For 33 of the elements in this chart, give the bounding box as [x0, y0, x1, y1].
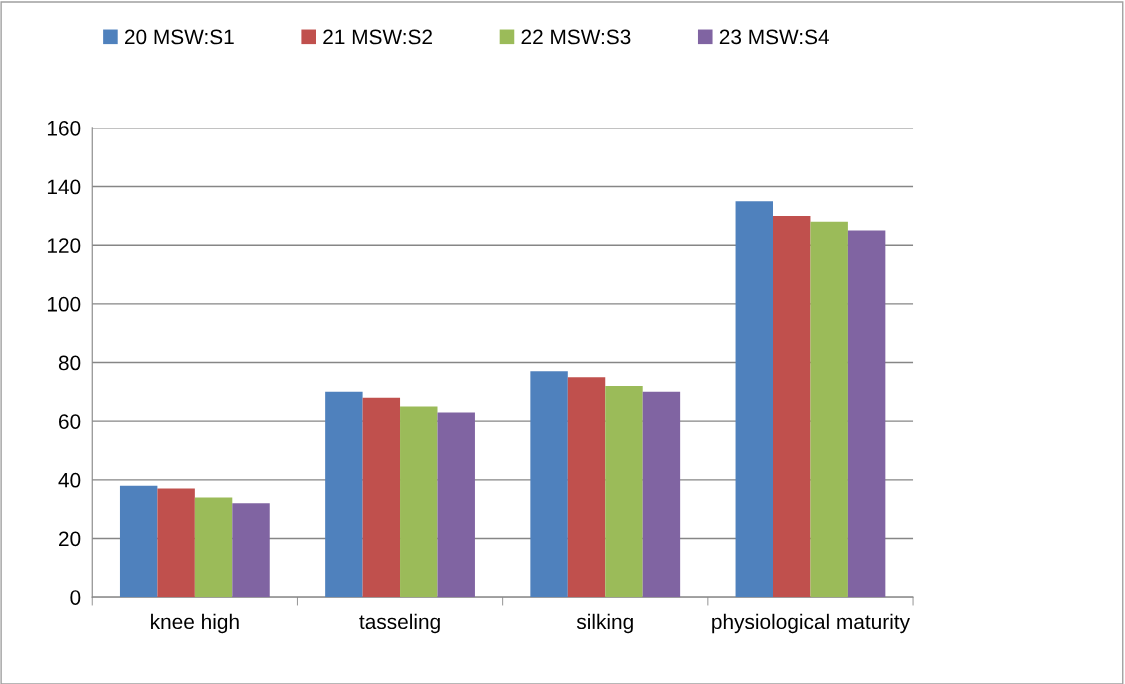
bar: [157, 488, 195, 598]
x-tick-label: tasseling: [359, 613, 440, 634]
bar: [362, 397, 401, 598]
bar: [847, 230, 886, 598]
legend-label: 23 MSW:S4: [719, 29, 829, 45]
bar: [810, 221, 848, 598]
y-tick-label: 160: [47, 120, 81, 136]
y-tick-label: 0: [70, 590, 81, 605]
y-tick-label: 100: [47, 296, 81, 312]
y-tick-label: 20: [59, 531, 81, 547]
bar: [194, 497, 233, 598]
x-tick-label: knee high: [151, 613, 239, 634]
bar: [400, 406, 438, 598]
x-tick-label: physiological maturity: [712, 613, 910, 634]
y-tick-label: 80: [58, 355, 81, 371]
bar: [735, 201, 773, 598]
y-tick-label: 140: [47, 179, 81, 195]
bar: [642, 391, 681, 598]
legend-label: 21 MSW:S2: [323, 29, 432, 45]
bar: [605, 385, 643, 598]
legend-label: 22 MSW:S3: [521, 29, 631, 45]
legend-label: 20 MSW:S1: [125, 29, 234, 45]
bar: [437, 412, 475, 598]
bar: [325, 391, 363, 598]
bar: [232, 503, 270, 598]
bar: [119, 485, 158, 598]
y-tick-label: 40: [58, 472, 81, 488]
y-tick-label: 60: [59, 414, 81, 429]
bar: [773, 215, 811, 598]
bar: [567, 377, 606, 598]
bar: [530, 371, 568, 598]
y-tick-label: 120: [47, 238, 81, 253]
x-tick-label: silking: [576, 613, 633, 634]
